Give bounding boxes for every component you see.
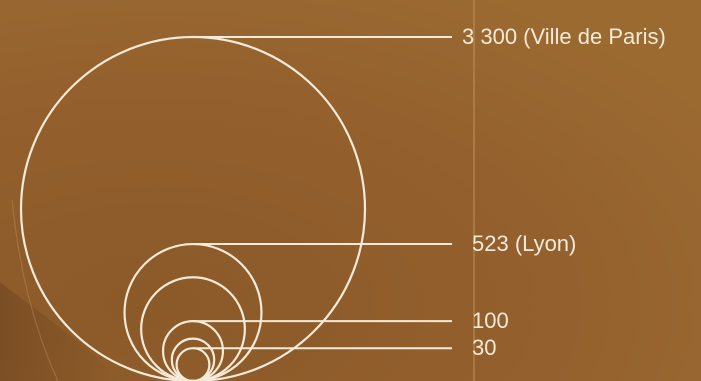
label-3300: 3 300 (Ville de Paris) [462, 24, 666, 49]
label-523: 523 (Lyon) [472, 231, 576, 256]
shadow-shape [0, 282, 118, 381]
circle-50 [170, 337, 216, 381]
label-30: 30 [472, 335, 496, 360]
decorative-curve [11, 199, 59, 381]
label-100: 100 [472, 308, 509, 333]
leaders-layer [193, 36, 452, 350]
